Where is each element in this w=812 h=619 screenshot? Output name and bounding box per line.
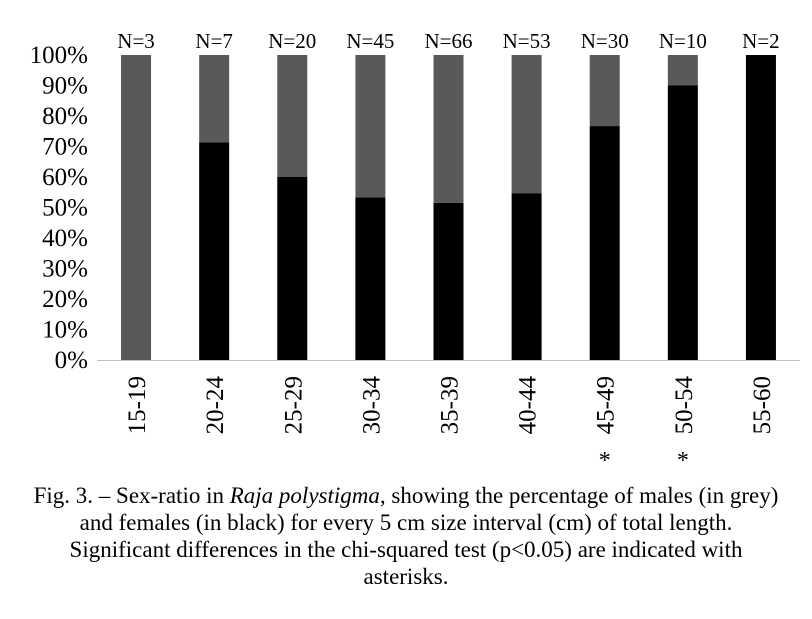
y-axis-tick-labels: 0% 10% 20% 30% 40% 50% 60% 70% 80% 90% 100% xyxy=(30,42,88,374)
bar-segment-females xyxy=(199,142,230,360)
y-tick-label: 0% xyxy=(55,347,88,374)
bar-segment-females xyxy=(433,202,464,360)
y-tick-label: 90% xyxy=(42,73,88,100)
bar-segment-females xyxy=(589,126,620,360)
y-tick-label: 40% xyxy=(42,225,88,252)
significance-markers: * * xyxy=(599,448,689,474)
y-tick-label: 30% xyxy=(42,256,88,283)
figure-caption: Fig. 3. – Sex-ratio in Raja polystigma, … xyxy=(30,482,782,590)
sample-size-label: N=30 xyxy=(581,29,629,53)
x-tick-label: 15-19 xyxy=(124,376,151,434)
caption-text-start: Fig. 3. – Sex-ratio in xyxy=(33,483,230,508)
bar-segment-females xyxy=(277,177,308,360)
bar-segment-males xyxy=(355,55,386,198)
x-tick-label: 40-44 xyxy=(515,376,542,435)
sample-size-label: N=2 xyxy=(742,29,780,53)
sample-size-label: N=3 xyxy=(117,29,155,53)
bar-segment-females xyxy=(355,197,386,360)
y-tick-label: 20% xyxy=(42,286,88,313)
bar-segment-males xyxy=(589,55,620,127)
y-tick-label: 100% xyxy=(30,42,88,69)
bar-group xyxy=(121,55,776,360)
significance-asterisk: * xyxy=(599,448,611,474)
sex-ratio-chart: 0% 10% 20% 30% 40% 50% 60% 70% 80% 90% 100% N=3 N=7… xyxy=(30,29,800,474)
bar-segment-females xyxy=(511,193,542,360)
x-tick-label: 55-60 xyxy=(749,376,776,434)
x-axis-tick-labels: 15-19 20-24 25-29 30-34 35-39 40-44 45-49 50-54… xyxy=(124,376,776,435)
bar-segment-males xyxy=(199,55,230,143)
x-tick-label: 50-54 xyxy=(671,376,698,435)
bar-segment-females xyxy=(667,85,698,360)
x-tick-label: 25-29 xyxy=(280,376,307,434)
sample-size-label: N=45 xyxy=(346,29,394,53)
caption-text-end: , showing the percentage of males (in gr… xyxy=(69,483,779,589)
y-tick-label: 10% xyxy=(42,317,88,344)
sample-size-label: N=7 xyxy=(195,29,233,53)
caption-species-name: Raja polystigma xyxy=(229,483,380,508)
y-tick-label: 80% xyxy=(42,103,88,130)
y-tick-label: 60% xyxy=(42,164,88,191)
sample-size-label: N=20 xyxy=(268,29,316,53)
x-tick-label: 30-34 xyxy=(358,376,385,435)
x-tick-label: 45-49 xyxy=(593,376,620,434)
bar-segment-males xyxy=(511,55,542,194)
sample-size-label: N=53 xyxy=(503,29,551,53)
y-tick-label: 50% xyxy=(42,195,88,222)
x-tick-label: 35-39 xyxy=(437,376,464,434)
y-tick-label: 70% xyxy=(42,134,88,161)
bar-segment-males xyxy=(121,55,152,360)
bar-segment-males xyxy=(277,55,308,177)
sample-size-label: N=66 xyxy=(424,29,472,53)
bar-segment-males xyxy=(433,55,464,203)
bar-segment-females xyxy=(745,55,776,360)
bar-segment-males xyxy=(667,55,698,86)
x-tick-label: 20-24 xyxy=(202,376,229,435)
sample-size-labels: N=3 N=7 N=20 N=45 N=66 N=53 N=30 N=10 N=2 xyxy=(117,29,779,53)
sample-size-label: N=10 xyxy=(659,29,707,53)
significance-asterisk: * xyxy=(677,448,689,474)
